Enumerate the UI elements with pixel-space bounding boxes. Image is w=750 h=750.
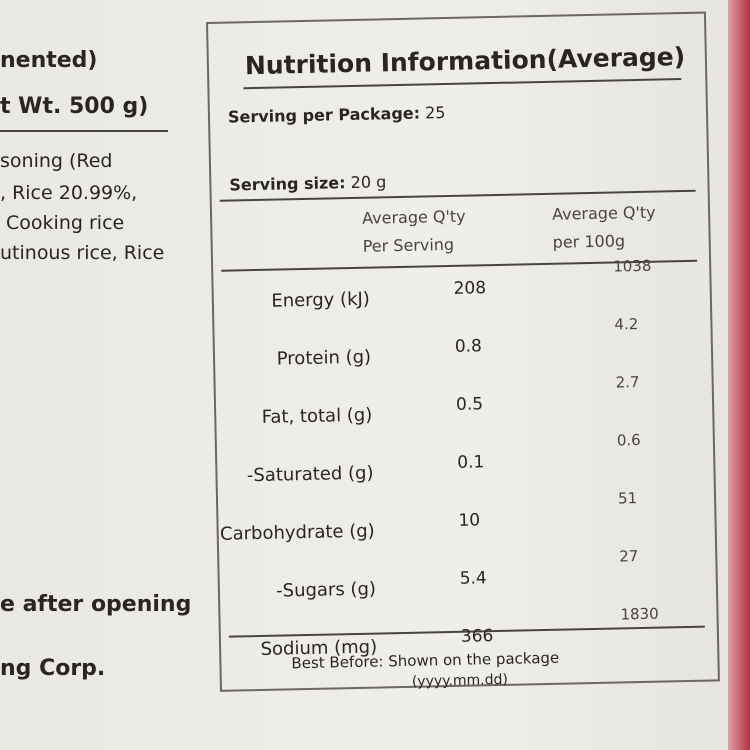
nutrition-panel: Nutrition Information(Average) Serving p…: [206, 11, 720, 692]
per-100g: 0.6: [616, 430, 641, 450]
label: Serving per Package:: [227, 103, 421, 127]
left-text: utinous rice, Rice: [0, 242, 165, 264]
label: Serving size:: [229, 173, 346, 195]
nutrient-name: Carbohydrate (g): [219, 520, 375, 545]
per-serving: 208: [453, 278, 487, 299]
per-serving: 5.4: [459, 568, 487, 589]
column-header: Average Q'ty: [551, 202, 656, 224]
title-rule: [243, 78, 682, 90]
nutrient-name: Sodium (mg): [260, 636, 378, 660]
left-text: soning (Red: [0, 150, 113, 172]
serving-per-package: Serving per Package: 25: [228, 103, 446, 127]
value: 25: [424, 103, 446, 123]
per-100g: 2.7: [615, 373, 640, 392]
per-100g: 1038: [613, 256, 652, 276]
column-header: Average Q'ty: [361, 206, 466, 228]
per-serving: 366: [460, 626, 494, 647]
per-100g: 51: [617, 489, 638, 508]
per-100g: 4.2: [614, 315, 639, 334]
column-header: Per Serving: [362, 234, 455, 256]
per-serving: 0.5: [455, 394, 484, 415]
left-text: , Rice 20.99%,: [0, 182, 138, 204]
per-serving: 0.8: [454, 336, 483, 357]
nutrient-name: Fat, total (g): [261, 404, 373, 428]
left-text: e after opening: [0, 592, 192, 617]
nutrient-name: Protein (g): [276, 346, 372, 370]
date-format: (yyyy.mm.dd): [411, 671, 509, 690]
rule: [0, 130, 168, 132]
title: Nutrition Information(Average): [244, 41, 686, 81]
per-serving: 0.1: [457, 452, 485, 473]
nutrient-name: -Sugars (g): [275, 578, 377, 602]
per-serving: 10: [458, 510, 481, 531]
serving-size: Serving size: 20 g: [229, 172, 386, 194]
left-text: ng Corp.: [0, 656, 106, 681]
column-header: per 100g: [552, 231, 626, 252]
left-text: nented): [0, 48, 98, 73]
per-100g: 1830: [620, 604, 659, 624]
red-edge: [728, 0, 750, 750]
value: 20 g: [350, 172, 387, 193]
nutrient-name: -Saturated (g): [246, 462, 374, 487]
nutrient-name: Energy (kJ): [271, 288, 371, 312]
left-text: t Wt. 500 g): [0, 94, 149, 119]
left-text: Cooking rice: [0, 212, 125, 234]
per-100g: 27: [619, 547, 639, 566]
